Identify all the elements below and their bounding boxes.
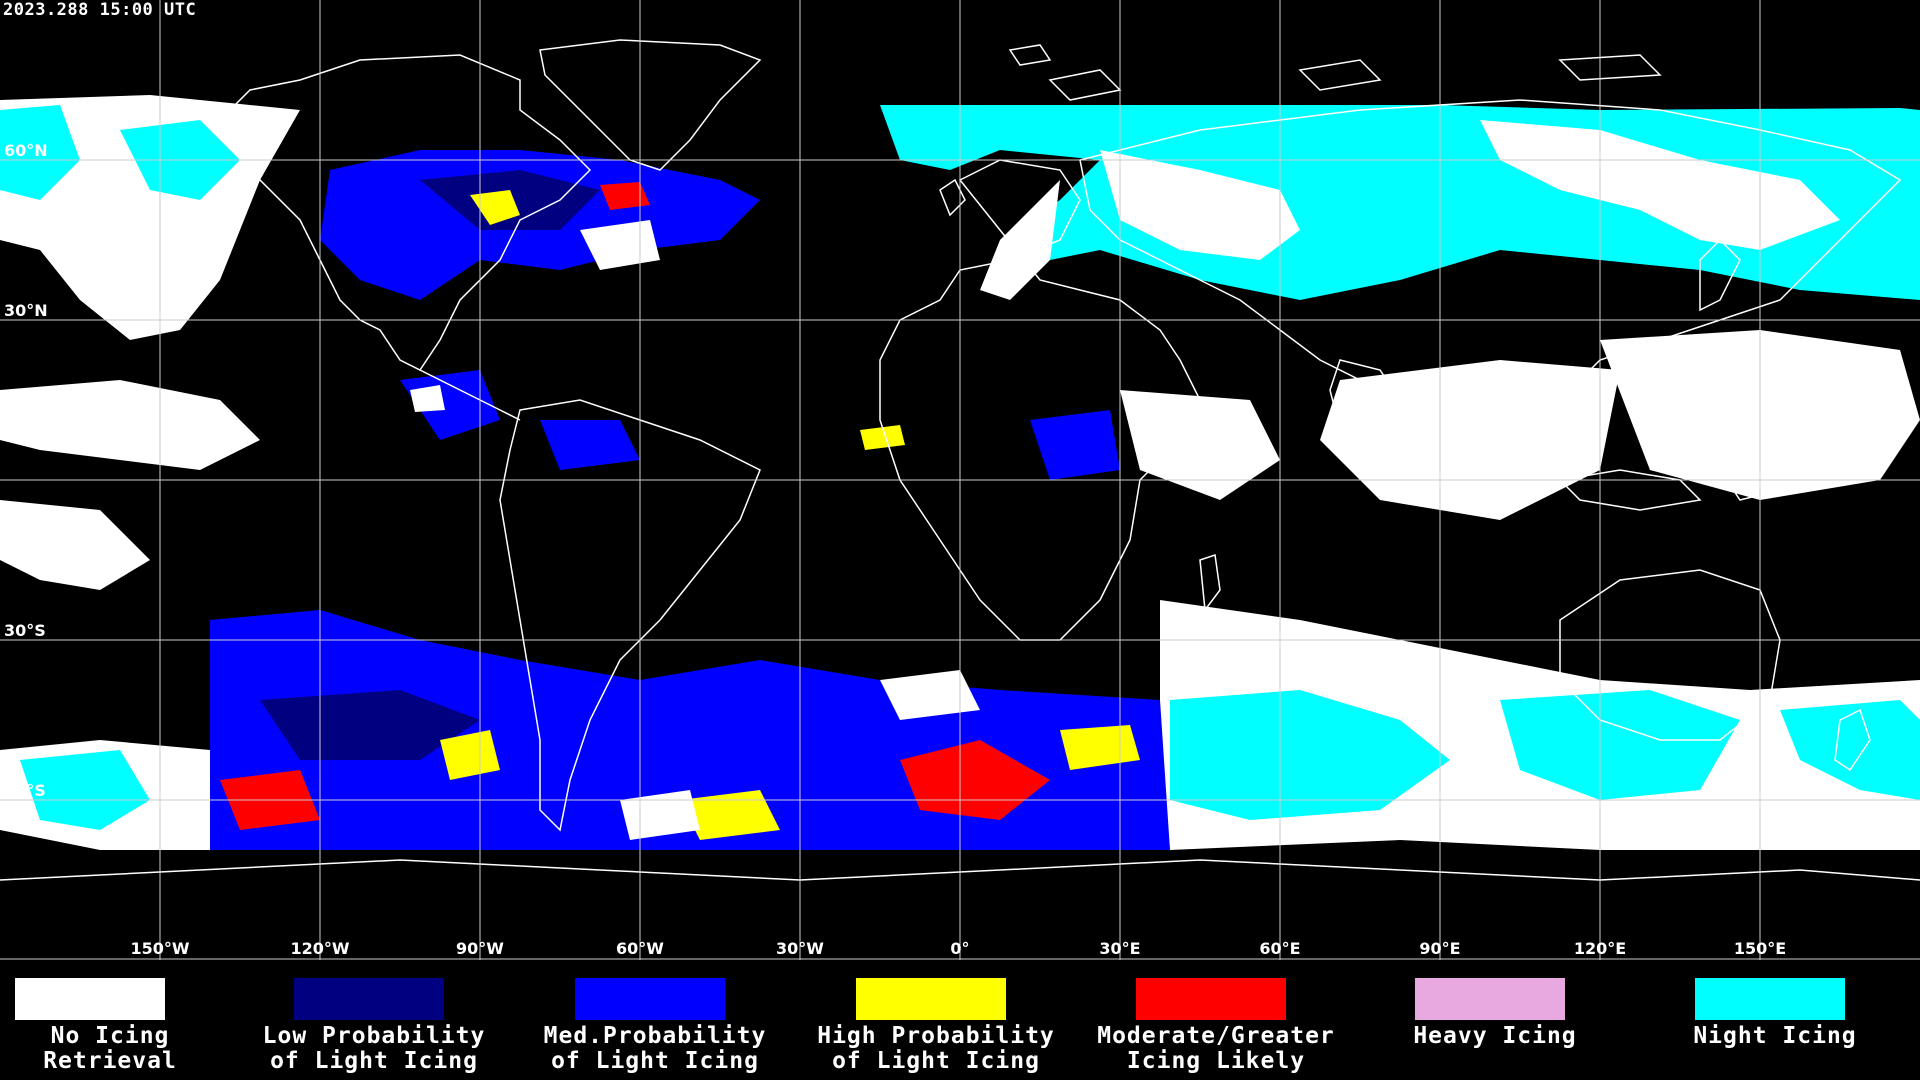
legend-label: Heavy Icing [1413,1023,1577,1049]
legend-swatch [856,978,1006,1020]
legend-swatch [1136,978,1286,1020]
legend-swatch [15,978,165,1020]
longitude-label: 0° [950,939,969,958]
longitude-label: 120°W [290,939,349,958]
legend-label: Moderate/Greater Icing Likely [1097,1023,1335,1074]
legend-swatch [294,978,444,1020]
legend-label: Night Icing [1693,1023,1857,1049]
latitude-label: 60°S [4,781,46,800]
coastlines [0,39,1920,881]
lat-lon-grid [0,0,1920,960]
longitude-label: 30°E [1099,939,1140,958]
latitude-label: 30°S [4,621,46,640]
longitude-label: 90°E [1419,939,1460,958]
latitude-label: 30°N [4,301,48,320]
longitude-label: 60°W [616,939,664,958]
icing-legend: No Icing Retrieval Low Probability of Li… [0,960,1920,1080]
longitude-label: 60°E [1259,939,1300,958]
legend-label: No Icing Retrieval [43,1023,177,1074]
legend-label: Low Probability of Light Icing [262,1023,486,1074]
legend-label: High Probability of Light Icing [817,1023,1055,1074]
legend-label: Med.Probability of Light Icing [543,1023,767,1074]
legend-swatch [1415,978,1565,1020]
legend-swatch [1695,978,1845,1020]
longitude-label: 150°E [1734,939,1786,958]
latitude-label: 60°N [4,141,48,160]
legend-swatch [575,978,725,1020]
grid-labels: 150°W 120°W 90°W 60°W 30°W 0° 30°E 60°E 90°E 120°… [4,141,1786,958]
icing-map: 150°W 120°W 90°W 60°W 30°W 0° 30°E 60°E 90°E 120°… [0,0,1920,960]
longitude-label: 90°W [456,939,504,958]
longitude-label: 30°W [776,939,824,958]
longitude-label: 150°W [130,939,189,958]
longitude-label: 120°E [1574,939,1626,958]
timestamp-label: 2023.288 15:00 UTC [3,0,197,20]
